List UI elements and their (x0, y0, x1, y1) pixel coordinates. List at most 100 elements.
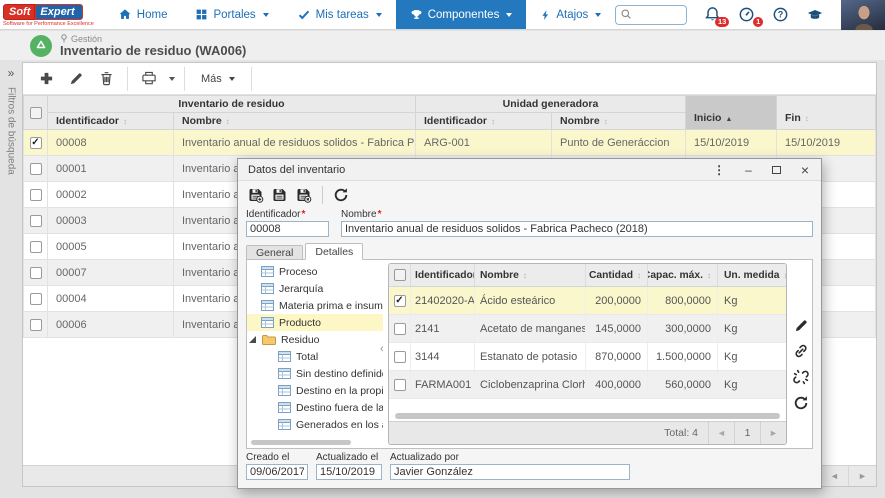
row-checkbox[interactable] (29, 188, 42, 201)
column-header-nombre[interactable]: Nombre ↕ (475, 264, 586, 286)
next-page-button[interactable]: ► (848, 466, 876, 486)
row-checkbox[interactable] (29, 292, 42, 305)
next-page-button[interactable]: ► (760, 422, 786, 444)
training-button[interactable] (806, 7, 824, 23)
panel-row[interactable]: 2141 Acetato de manganeso 145,0000 300,0… (389, 315, 786, 343)
maximize-icon[interactable] (771, 165, 781, 174)
close-icon[interactable]: × (800, 161, 809, 178)
tree-item-total[interactable]: Total (247, 348, 383, 365)
column-header-capac-max[interactable]: Capac. máx. ↕ (648, 264, 718, 286)
row-checkbox[interactable] (29, 318, 42, 331)
softexpert-logo[interactable]: Soft Expert Software for Performance Exc… (0, 2, 94, 27)
help-button[interactable]: ? (772, 6, 789, 23)
row-checkbox[interactable]: ✓ (29, 136, 42, 149)
nav-item-atajos[interactable]: Atajos (526, 0, 615, 29)
tree-item-label: Destino fuera de la empr (296, 401, 383, 414)
main-menu: Home Portales Mis tareas Componentes Ata… (104, 0, 616, 29)
splitter-collapse-icon[interactable]: ‹ (380, 342, 384, 355)
print-button[interactable] (134, 67, 164, 91)
panel-row[interactable]: ✓ 21402020-A Ácido esteárico 200,0000 80… (389, 287, 786, 315)
tree-item-proceso[interactable]: Proceso (247, 263, 383, 280)
row-checkbox[interactable] (29, 162, 42, 175)
select-all-checkbox[interactable] (29, 106, 42, 119)
tree-item-generados[interactable]: Generados en los años a (247, 416, 383, 433)
cell-name: Ácido esteárico (475, 287, 586, 314)
column-header-ug-identificador[interactable]: Identificador ↕ (415, 112, 553, 130)
global-search[interactable] (615, 4, 688, 25)
table-icon (278, 402, 291, 413)
dialog-titlebar[interactable]: Datos del inventario ⋮ – × (238, 159, 821, 181)
unlink-button[interactable] (793, 369, 809, 385)
column-header-un-medida[interactable]: Un. medida↕ (718, 264, 786, 286)
user-avatar[interactable] (841, 0, 885, 30)
expand-filters-icon[interactable]: » (7, 66, 15, 80)
column-header-nombre[interactable]: Nombre ↕ (172, 112, 417, 130)
row-checkbox[interactable] (29, 240, 42, 253)
pin-icon (60, 34, 68, 43)
nav-item-mis-tareas[interactable]: Mis tareas (283, 0, 396, 29)
notifications-button[interactable]: 13 (704, 6, 730, 27)
table-row[interactable]: ✓ 00008 Inventario anual de residuos sol… (23, 129, 876, 156)
nav-item-portales[interactable]: Portales (181, 0, 282, 29)
row-checkbox[interactable] (393, 378, 406, 391)
row-checkbox[interactable] (393, 350, 406, 363)
nav-item-componentes[interactable]: Componentes (395, 0, 527, 29)
row-checkbox[interactable] (29, 214, 42, 227)
actualizado-por-field[interactable] (390, 464, 630, 480)
nombre-field[interactable] (341, 221, 813, 237)
column-header-fin[interactable]: Fin ↕ (776, 95, 876, 130)
save-button[interactable] (271, 187, 288, 203)
nav-item-home[interactable]: Home (104, 0, 182, 29)
edit-button[interactable] (61, 67, 91, 91)
creado-el-field[interactable] (246, 464, 308, 480)
column-header-ug-nombre[interactable]: Nombre ↕ (551, 112, 687, 130)
identificador-field[interactable] (246, 221, 329, 237)
save-and-close-button[interactable] (295, 187, 312, 203)
kebab-menu-icon[interactable]: ⋮ (713, 162, 726, 177)
tree-item-sin-destino[interactable]: Sin destino definido (247, 365, 383, 382)
page-number[interactable]: 1 (734, 422, 760, 444)
row-checkbox[interactable]: ✓ (393, 294, 406, 307)
column-header-inicio[interactable]: Inicio ▲ (685, 95, 778, 130)
print-dropdown-caret[interactable] (164, 67, 178, 91)
select-all-checkbox[interactable] (393, 269, 406, 281)
cell-name: Estanato de potasio (475, 343, 586, 370)
table-icon (278, 419, 291, 430)
required-icon: * (377, 209, 382, 220)
tree-item-destino-propia[interactable]: Destino en la propia emp (247, 382, 383, 399)
more-button[interactable]: Más (191, 67, 245, 91)
actualizado-el-field[interactable] (316, 464, 382, 480)
table-icon (261, 283, 274, 294)
panel-row[interactable]: FARMA001 Ciclobenzaprina Clorhidrato 400… (389, 371, 786, 399)
tree-item-destino-fuera[interactable]: Destino fuera de la empr (247, 399, 383, 416)
refresh-list-button[interactable] (793, 395, 809, 411)
row-checkbox[interactable] (29, 266, 42, 279)
edit-item-button[interactable] (794, 318, 809, 333)
row-checkbox[interactable] (393, 322, 406, 335)
tab-general[interactable]: General (246, 245, 304, 260)
add-button[interactable] (31, 67, 61, 91)
toolbar-separator (250, 66, 252, 91)
column-header-identificador[interactable]: Identificador ↕ (47, 112, 174, 130)
tree-item-producto[interactable]: Producto (247, 314, 383, 331)
column-header-identificador[interactable]: Identificador▼ (411, 264, 475, 286)
cell-id: 00007 (47, 259, 174, 286)
column-header-cantidad[interactable]: Cantidad ↕ (586, 264, 648, 286)
tree-item-materia-prima[interactable]: Materia prima e insumo (247, 297, 383, 314)
global-search-input[interactable] (633, 9, 680, 20)
tab-detalles[interactable]: Detalles (305, 243, 364, 260)
expand-arrow-icon[interactable] (249, 336, 256, 343)
prev-page-button[interactable]: ◄ (708, 422, 734, 444)
refresh-button[interactable] (333, 187, 349, 203)
pending-tasks-button[interactable]: 1 (738, 6, 764, 27)
save-and-new-button[interactable] (247, 187, 264, 203)
tree-item-jerarquia[interactable]: Jerarquía (247, 280, 383, 297)
minimize-icon[interactable]: – (745, 162, 752, 177)
delete-button[interactable] (91, 67, 121, 91)
panel-row[interactable]: 3144 Estanato de potasio 870,0000 1.500,… (389, 343, 786, 371)
link-button[interactable] (793, 343, 809, 359)
tree-horizontal-scrollbar[interactable] (251, 440, 351, 445)
scrollbar-thumb[interactable] (395, 413, 780, 419)
prev-page-button[interactable]: ◄ (820, 466, 848, 486)
tree-item-residuo[interactable]: Residuo (247, 331, 383, 348)
